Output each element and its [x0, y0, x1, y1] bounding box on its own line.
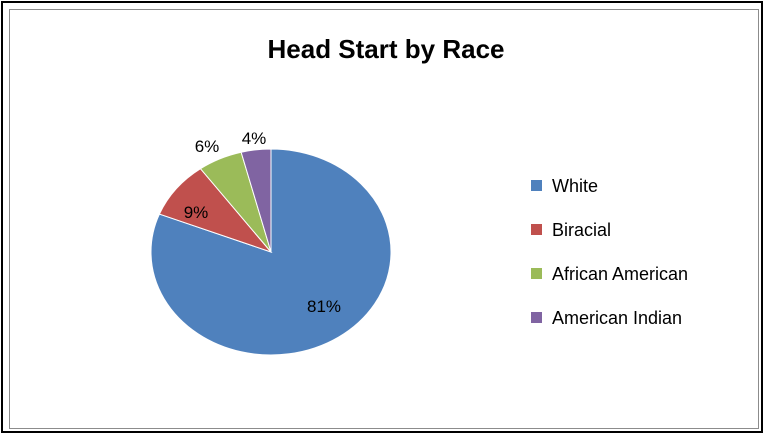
- legend: White Biracial African American American In…: [531, 176, 688, 328]
- pie-slices: [150, 148, 392, 356]
- data-label-white: 81%: [307, 297, 341, 316]
- data-labels: 81% 9% 6% 4%: [184, 129, 341, 316]
- pie-slice-american-indian: [240, 148, 272, 253]
- legend-swatch-biracial: [531, 224, 542, 235]
- legend-swatch-african-american: [531, 268, 542, 279]
- chart-area: [9, 9, 759, 429]
- data-label-biracial: 9%: [184, 203, 209, 222]
- legend-swatch-white: [531, 180, 542, 191]
- legend-swatch-american-indian: [531, 312, 542, 323]
- legend-label-american-indian: American Indian: [552, 308, 682, 328]
- legend-label-white: White: [552, 176, 598, 196]
- data-label-african-american: 6%: [195, 137, 220, 156]
- chart-title: Head Start by Race: [268, 34, 505, 64]
- pie-slice-white: [150, 148, 392, 356]
- legend-label-african-american: African American: [552, 264, 688, 284]
- data-label-american-indian: 4%: [242, 129, 267, 148]
- legend-label-biracial: Biracial: [552, 220, 611, 240]
